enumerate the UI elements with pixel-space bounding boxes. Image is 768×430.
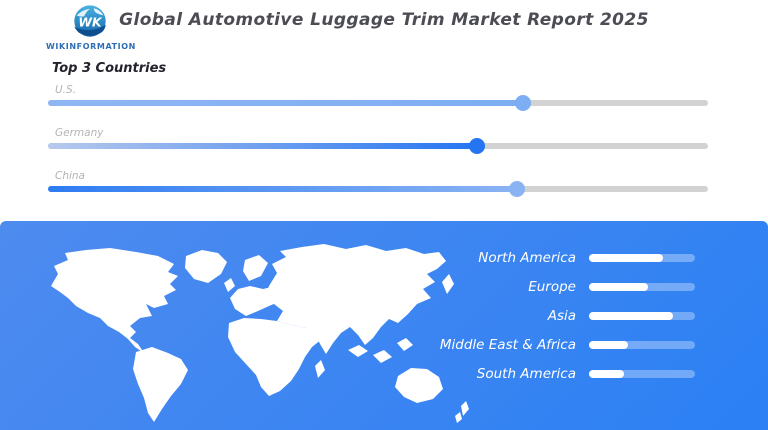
- region-bars: North America Europe Asia Middle East & Afr…: [440, 243, 695, 388]
- country-slider-row: China: [48, 170, 708, 213]
- country-sliders: U.S. Germany China: [48, 84, 708, 213]
- svg-text:WK: WK: [78, 15, 103, 29]
- region-row: South America: [440, 359, 695, 388]
- region-bar-fill: [589, 282, 649, 291]
- region-label: Europe: [528, 278, 576, 295]
- country-slider-fill: [48, 186, 517, 192]
- region-label: North America: [478, 249, 576, 266]
- region-row: North America: [440, 243, 695, 272]
- region-bar-track: [589, 253, 695, 262]
- country-slider-track[interactable]: [48, 181, 708, 197]
- brand-globe-icon: WK: [74, 5, 106, 37]
- region-bar-fill: [589, 311, 673, 320]
- brand-logo: WK WIKINFORMATION: [46, 3, 136, 51]
- region-label: Asia: [547, 307, 576, 324]
- regions-panel: North America Europe Asia Middle East & Afr…: [0, 221, 768, 430]
- country-slider-track[interactable]: [48, 138, 708, 154]
- region-bar-fill: [589, 253, 664, 262]
- brand-name: WIKINFORMATION: [46, 42, 136, 51]
- region-bar-fill: [589, 340, 629, 349]
- region-row: Middle East & Africa: [440, 330, 695, 359]
- region-bar-track: [589, 311, 695, 320]
- region-bar-track: [589, 340, 695, 349]
- region-bar-fill: [589, 369, 624, 378]
- world-map: [51, 244, 469, 423]
- country-slider-knob[interactable]: [508, 181, 525, 197]
- country-slider-fill: [48, 143, 477, 149]
- country-slider-row: Germany: [48, 127, 708, 170]
- country-slider-label: Germany: [55, 127, 104, 139]
- region-bar-track: [589, 369, 695, 378]
- region-label: South America: [476, 365, 576, 382]
- country-slider-fill: [48, 100, 524, 106]
- country-slider-label: China: [55, 170, 85, 182]
- region-row: Asia: [440, 301, 695, 330]
- country-slider-knob[interactable]: [515, 95, 532, 111]
- region-row: Europe: [440, 272, 695, 301]
- country-slider-row: U.S.: [48, 84, 708, 127]
- country-slider-knob[interactable]: [468, 138, 485, 154]
- region-bar-track: [589, 282, 695, 291]
- country-slider-label: U.S.: [55, 84, 77, 96]
- country-slider-track[interactable]: [48, 95, 708, 111]
- page-title: Global Automotive Luggage Trim Market Re…: [119, 10, 649, 30]
- top-countries-heading: Top 3 Countries: [52, 61, 167, 76]
- region-label: Middle East & Africa: [439, 336, 576, 353]
